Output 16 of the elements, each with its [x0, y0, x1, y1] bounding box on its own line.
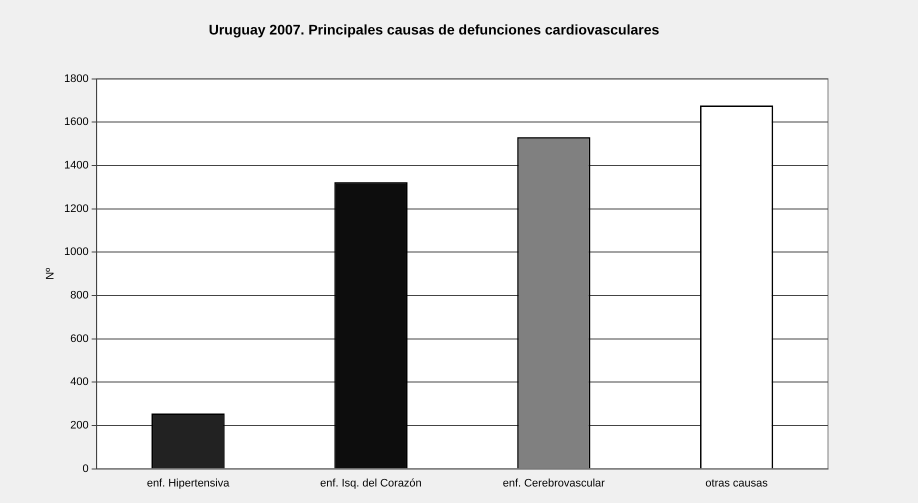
- y-tick-label: 1800: [64, 72, 89, 85]
- y-tick-label: 1600: [64, 116, 89, 128]
- y-tick-label: 0: [82, 462, 89, 475]
- y-tick-label: 600: [70, 332, 89, 345]
- y-tick-label: 400: [70, 376, 89, 388]
- y-tick-label: 1000: [64, 246, 89, 258]
- x-tick-label: enf. Hipertensiva: [146, 477, 230, 490]
- y-tick-label: 200: [70, 420, 89, 432]
- y-tick-label: 800: [70, 290, 89, 302]
- y-tick-label: 1200: [64, 202, 89, 215]
- chart-title: Uruguay 2007. Principales causas de defunciones cardiovasculares: [208, 21, 660, 38]
- x-tick-label: enf. Cerebrovascular: [502, 477, 606, 490]
- y-tick-label: 1400: [64, 160, 89, 172]
- x-tick-label: enf. Isq. del Corazón: [320, 477, 422, 490]
- y-axis-title: Nº: [44, 268, 57, 280]
- x-tick-label: otras causas: [705, 477, 768, 490]
